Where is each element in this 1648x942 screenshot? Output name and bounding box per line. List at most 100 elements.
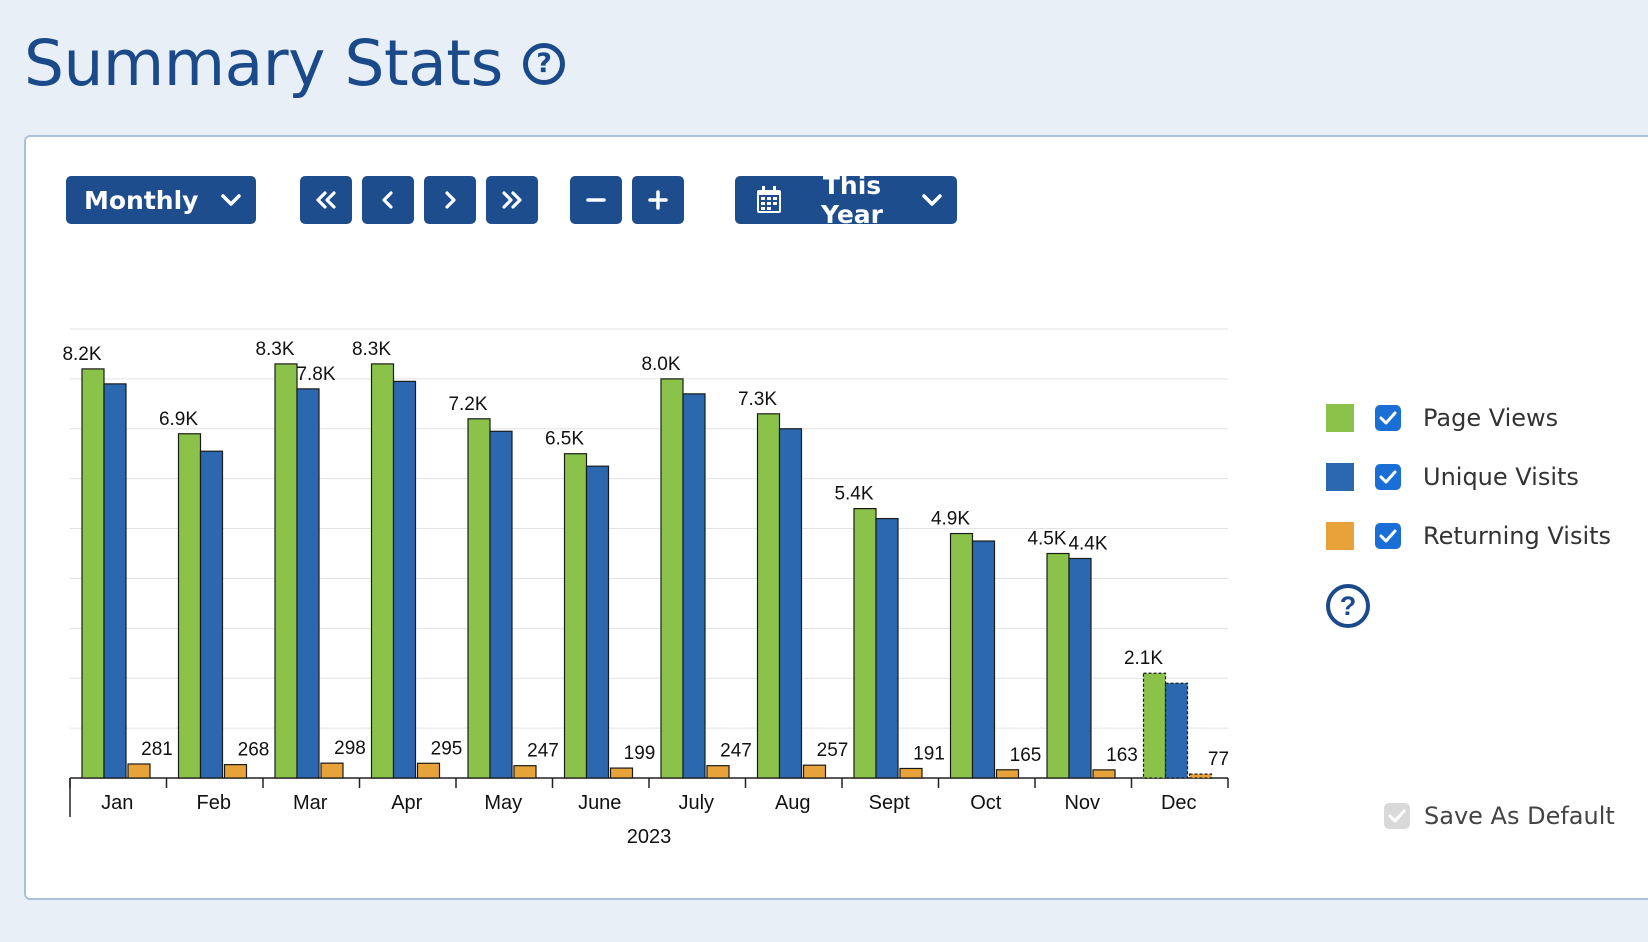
legend-item-returning-visits[interactable]: Returning Visits	[1326, 516, 1646, 556]
bar-page-views	[177, 433, 202, 779]
x-tick-label: Mar	[293, 792, 328, 814]
bar-returning-visits	[127, 763, 151, 779]
x-tick-label: Apr	[391, 792, 422, 814]
bar-page-views	[756, 413, 781, 779]
legend-item-unique-visits[interactable]: Unique Visits	[1326, 457, 1646, 497]
previous-period-button[interactable]	[362, 176, 414, 224]
chevron-right-icon	[440, 189, 460, 211]
bar-page-views	[660, 378, 684, 779]
legend-label-returning-visits: Returning Visits	[1423, 522, 1612, 550]
data-label: 247	[720, 741, 752, 762]
question-circle-icon[interactable]: ?	[1326, 584, 1370, 628]
bar-returning-visits	[802, 764, 827, 779]
x-tick-label: Aug	[775, 792, 811, 814]
data-label: 8.2K	[62, 344, 101, 365]
first-period-button[interactable]	[300, 176, 352, 224]
data-label: 247	[527, 741, 559, 762]
bar-returning-visits	[513, 765, 537, 779]
chevron-down-icon	[921, 193, 943, 207]
zoom-in-button[interactable]	[632, 176, 684, 224]
data-label: 191	[913, 743, 945, 764]
data-label: 268	[238, 740, 270, 761]
calendar-icon	[755, 185, 783, 215]
data-label: 8.3K	[255, 339, 294, 360]
double-chevron-left-icon	[313, 189, 339, 211]
legend-item-page-views[interactable]: Page Views	[1326, 398, 1646, 438]
next-period-button[interactable]	[424, 176, 476, 224]
x-tick-label: Jan	[101, 792, 133, 814]
bar-unique-visits	[1164, 682, 1189, 779]
data-label: 4.5K	[1027, 529, 1066, 550]
zoom-out-button[interactable]	[570, 176, 622, 224]
bar-returning-visits	[1188, 773, 1213, 779]
range-select[interactable]: This Year	[735, 171, 957, 229]
save-as-default-checkbox[interactable]	[1384, 803, 1410, 829]
data-label: 295	[431, 738, 463, 759]
bar-returning-visits	[223, 764, 248, 779]
bar-page-views	[853, 508, 877, 779]
data-label: 6.9K	[159, 409, 198, 430]
bar-unique-visits	[489, 430, 513, 779]
data-label: 4.4K	[1068, 533, 1107, 554]
page-title-text: Summary Stats	[24, 27, 503, 100]
last-period-button[interactable]	[486, 176, 538, 224]
bar-page-views	[370, 363, 395, 779]
page-views-checkbox[interactable]	[1375, 405, 1401, 431]
data-label: 163	[1106, 745, 1138, 766]
data-label: 199	[624, 743, 656, 764]
returning-visits-checkbox[interactable]	[1375, 523, 1401, 549]
x-tick-label: Nov	[1064, 792, 1100, 814]
page-title: Summary Stats ?	[24, 22, 565, 106]
legend-label-page-views: Page Views	[1423, 404, 1559, 432]
bar-unique-visits	[682, 393, 706, 779]
legend-swatch-returning-visits	[1326, 522, 1354, 550]
bar-unique-visits	[103, 383, 127, 779]
plus-icon	[647, 189, 669, 211]
data-label: 281	[141, 739, 173, 760]
data-label: 8.3K	[352, 339, 391, 360]
bar-unique-visits	[875, 517, 899, 779]
data-label: 165	[1010, 745, 1042, 766]
unique-visits-checkbox[interactable]	[1375, 464, 1401, 490]
save-as-default[interactable]: Save As Default	[1384, 802, 1615, 830]
x-tick-label: Dec	[1161, 792, 1197, 814]
bar-returning-visits	[706, 765, 730, 779]
data-label: 6.5K	[545, 429, 584, 450]
x-tick-label: Oct	[970, 792, 1002, 814]
data-label: 2.1K	[1124, 648, 1163, 669]
legend-label-unique-visits: Unique Visits	[1423, 463, 1579, 491]
x-tick-label: Feb	[197, 792, 231, 814]
bar-page-views	[1142, 672, 1167, 779]
bar-returning-visits	[995, 769, 1020, 779]
chevron-down-icon	[220, 193, 242, 207]
bar-page-views	[563, 453, 588, 779]
period-select-value: Monthly	[84, 185, 199, 215]
bar-page-views	[274, 363, 298, 779]
x-tick-label: Sept	[869, 792, 911, 814]
bar-unique-visits	[778, 428, 803, 779]
x-tick-label: June	[578, 792, 621, 814]
bar-page-views	[81, 368, 105, 779]
data-label: 7.2K	[448, 394, 487, 415]
bar-unique-visits	[971, 540, 996, 779]
data-label: 7.3K	[738, 389, 777, 410]
data-label: 77	[1208, 749, 1229, 770]
question-circle-icon[interactable]: ?	[522, 43, 565, 85]
period-select[interactable]: Monthly	[66, 176, 256, 224]
bar-page-views	[1046, 552, 1070, 779]
legend-swatch-page-views	[1326, 404, 1354, 432]
bar-returning-visits	[416, 762, 441, 779]
bar-returning-visits	[609, 767, 634, 779]
data-label: 257	[817, 740, 849, 761]
range-select-value: This Year	[821, 171, 883, 229]
chevron-left-icon	[378, 189, 398, 211]
save-as-default-label: Save As Default	[1424, 802, 1615, 830]
data-label: 8.0K	[641, 354, 680, 375]
bar-unique-visits	[199, 450, 224, 779]
bar-unique-visits	[585, 465, 610, 779]
bar-page-views	[467, 418, 491, 779]
bar-unique-visits	[296, 388, 320, 779]
bar-unique-visits	[392, 380, 417, 779]
legend-swatch-unique-visits	[1326, 463, 1354, 491]
